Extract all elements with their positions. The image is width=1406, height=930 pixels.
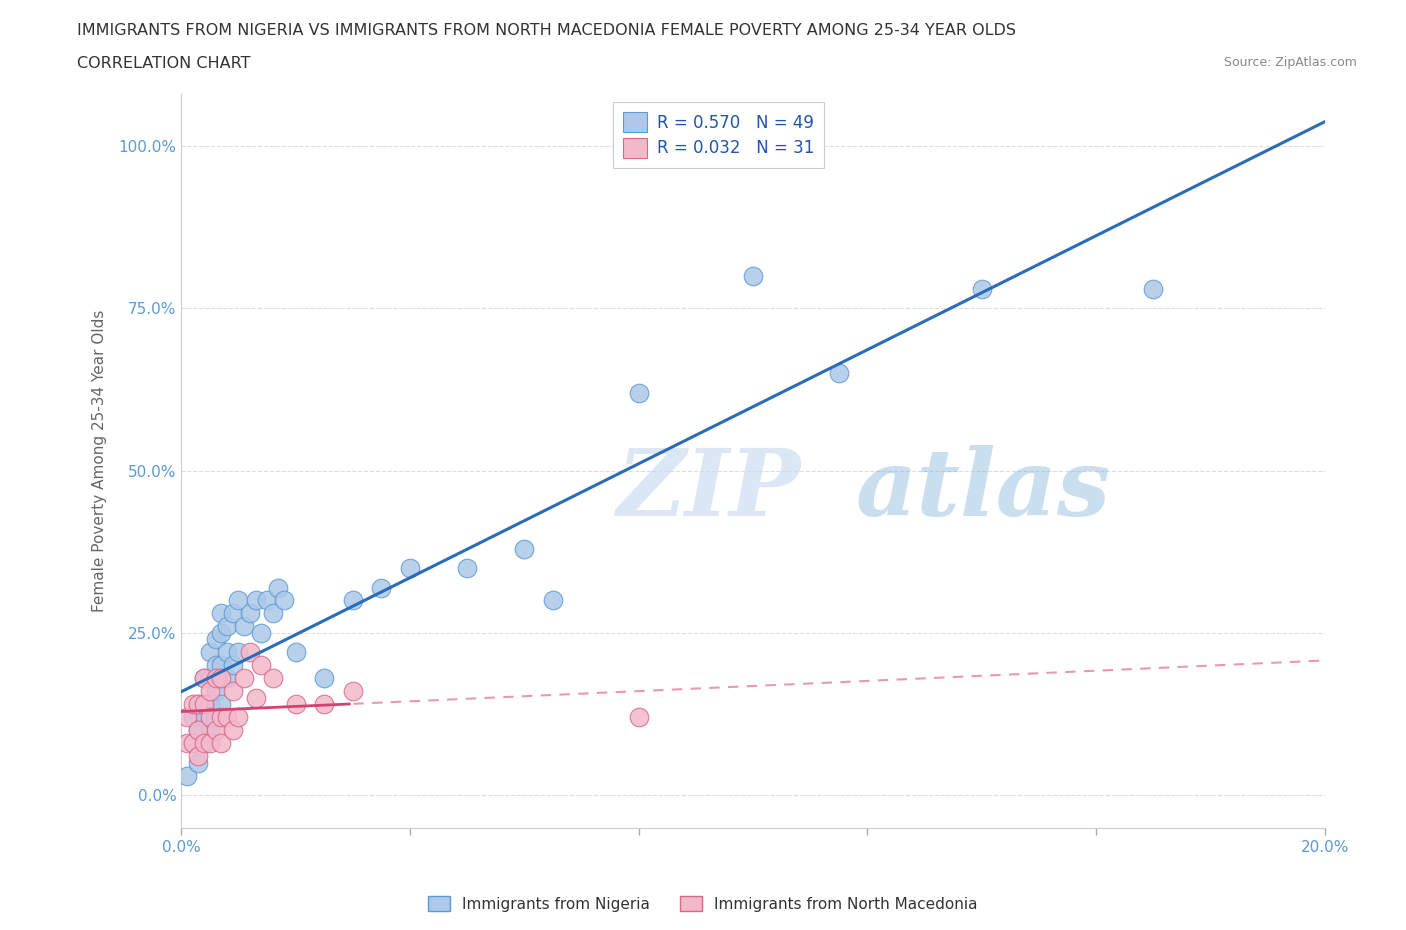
Point xyxy=(215,619,238,634)
Point xyxy=(250,626,273,641)
Point xyxy=(209,658,232,673)
Point xyxy=(176,710,198,724)
Point xyxy=(198,697,221,711)
Point xyxy=(239,606,262,621)
Legend: R = 0.570   N = 49, R = 0.032   N = 31: R = 0.570 N = 49, R = 0.032 N = 31 xyxy=(613,102,824,167)
Point xyxy=(314,671,336,685)
Point xyxy=(187,749,209,764)
Point xyxy=(193,671,215,685)
Text: atlas: atlas xyxy=(856,445,1111,536)
Point xyxy=(198,723,221,737)
Point xyxy=(222,723,245,737)
Text: Source: ZipAtlas.com: Source: ZipAtlas.com xyxy=(1223,56,1357,69)
Y-axis label: Female Poverty Among 25-34 Year Olds: Female Poverty Among 25-34 Year Olds xyxy=(93,310,107,612)
Point xyxy=(181,736,204,751)
Point xyxy=(187,755,209,770)
Point xyxy=(250,658,273,673)
Point xyxy=(209,671,232,685)
Point xyxy=(198,645,221,660)
Point xyxy=(267,580,290,595)
Text: CORRELATION CHART: CORRELATION CHART xyxy=(77,56,250,71)
Point xyxy=(627,385,650,400)
Text: ZIP: ZIP xyxy=(616,445,800,536)
Point xyxy=(209,736,232,751)
Point xyxy=(215,710,238,724)
Point xyxy=(262,671,284,685)
Point xyxy=(228,645,250,660)
Point xyxy=(198,736,221,751)
Point xyxy=(193,710,215,724)
Point xyxy=(215,645,238,660)
Point xyxy=(228,710,250,724)
Point xyxy=(828,365,851,380)
Point xyxy=(193,736,215,751)
Point xyxy=(370,580,392,595)
Point xyxy=(1142,282,1164,297)
Text: IMMIGRANTS FROM NIGERIA VS IMMIGRANTS FROM NORTH MACEDONIA FEMALE POVERTY AMONG : IMMIGRANTS FROM NIGERIA VS IMMIGRANTS FR… xyxy=(77,23,1017,38)
Point xyxy=(284,645,307,660)
Point xyxy=(209,606,232,621)
Point xyxy=(193,697,215,711)
Point xyxy=(204,671,226,685)
Point xyxy=(222,606,245,621)
Point xyxy=(176,768,198,783)
Point xyxy=(204,658,226,673)
Point xyxy=(222,658,245,673)
Point xyxy=(187,723,209,737)
Point xyxy=(198,710,221,724)
Point xyxy=(222,684,245,698)
Point xyxy=(456,561,478,576)
Point xyxy=(399,561,422,576)
Point xyxy=(256,593,278,608)
Point xyxy=(209,710,232,724)
Point xyxy=(541,593,564,608)
Point xyxy=(181,710,204,724)
Point xyxy=(204,684,226,698)
Point xyxy=(204,723,226,737)
Point xyxy=(187,723,209,737)
Point xyxy=(342,684,364,698)
Point xyxy=(233,671,256,685)
Point xyxy=(176,736,198,751)
Point xyxy=(228,593,250,608)
Point xyxy=(245,690,267,705)
Point xyxy=(187,697,209,711)
Point xyxy=(193,736,215,751)
Point xyxy=(198,684,221,698)
Point xyxy=(204,632,226,647)
Point xyxy=(742,269,765,284)
Point xyxy=(209,626,232,641)
Point xyxy=(198,671,221,685)
Point xyxy=(215,671,238,685)
Point xyxy=(181,697,204,711)
Point xyxy=(187,697,209,711)
Legend: Immigrants from Nigeria, Immigrants from North Macedonia: Immigrants from Nigeria, Immigrants from… xyxy=(422,889,984,918)
Point xyxy=(239,645,262,660)
Point xyxy=(970,282,993,297)
Point xyxy=(204,710,226,724)
Point xyxy=(342,593,364,608)
Point xyxy=(513,541,536,556)
Point xyxy=(627,710,650,724)
Point xyxy=(273,593,295,608)
Point xyxy=(245,593,267,608)
Point xyxy=(193,671,215,685)
Point xyxy=(209,697,232,711)
Point xyxy=(284,697,307,711)
Point xyxy=(233,619,256,634)
Point xyxy=(181,736,204,751)
Point xyxy=(314,697,336,711)
Point xyxy=(262,606,284,621)
